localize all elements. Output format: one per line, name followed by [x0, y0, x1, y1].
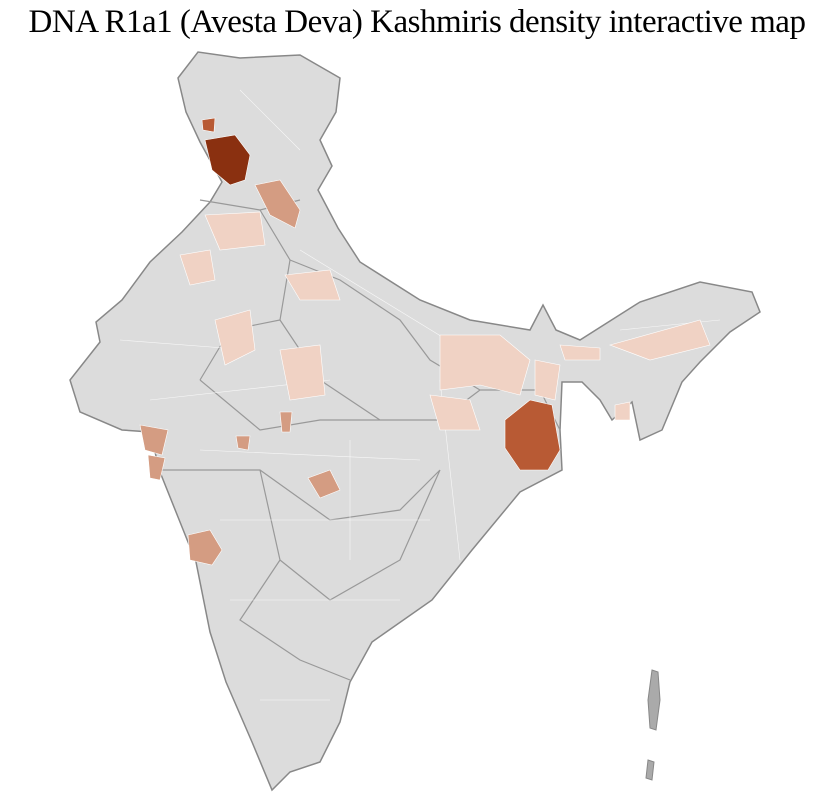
- region-gujarat[interactable]: [139, 424, 169, 481]
- district-borders: [119, 89, 721, 701]
- region-maharashtra[interactable]: [187, 529, 223, 566]
- region-northern-kashmir[interactable]: [201, 117, 216, 133]
- region-madhya-pradesh[interactable]: [235, 411, 341, 499]
- region-northeast[interactable]: [559, 319, 711, 421]
- region-uttar-pradesh[interactable]: [279, 269, 341, 401]
- region-bihar[interactable]: [439, 334, 531, 396]
- region-kashmir-valley[interactable]: [204, 134, 251, 186]
- india-base: [69, 51, 761, 792]
- region-punjab[interactable]: [204, 211, 266, 251]
- andaman-islands[interactable]: [645, 669, 661, 781]
- region-rajasthan[interactable]: [179, 249, 256, 366]
- region-himachal-pradesh[interactable]: [254, 179, 301, 229]
- density-highlights: [139, 117, 711, 566]
- region-odisha[interactable]: [504, 399, 561, 471]
- map-title: DNA R1a1 (Avesta Deva) Kashmiris density…: [28, 4, 806, 40]
- region-west-bengal[interactable]: [429, 359, 561, 431]
